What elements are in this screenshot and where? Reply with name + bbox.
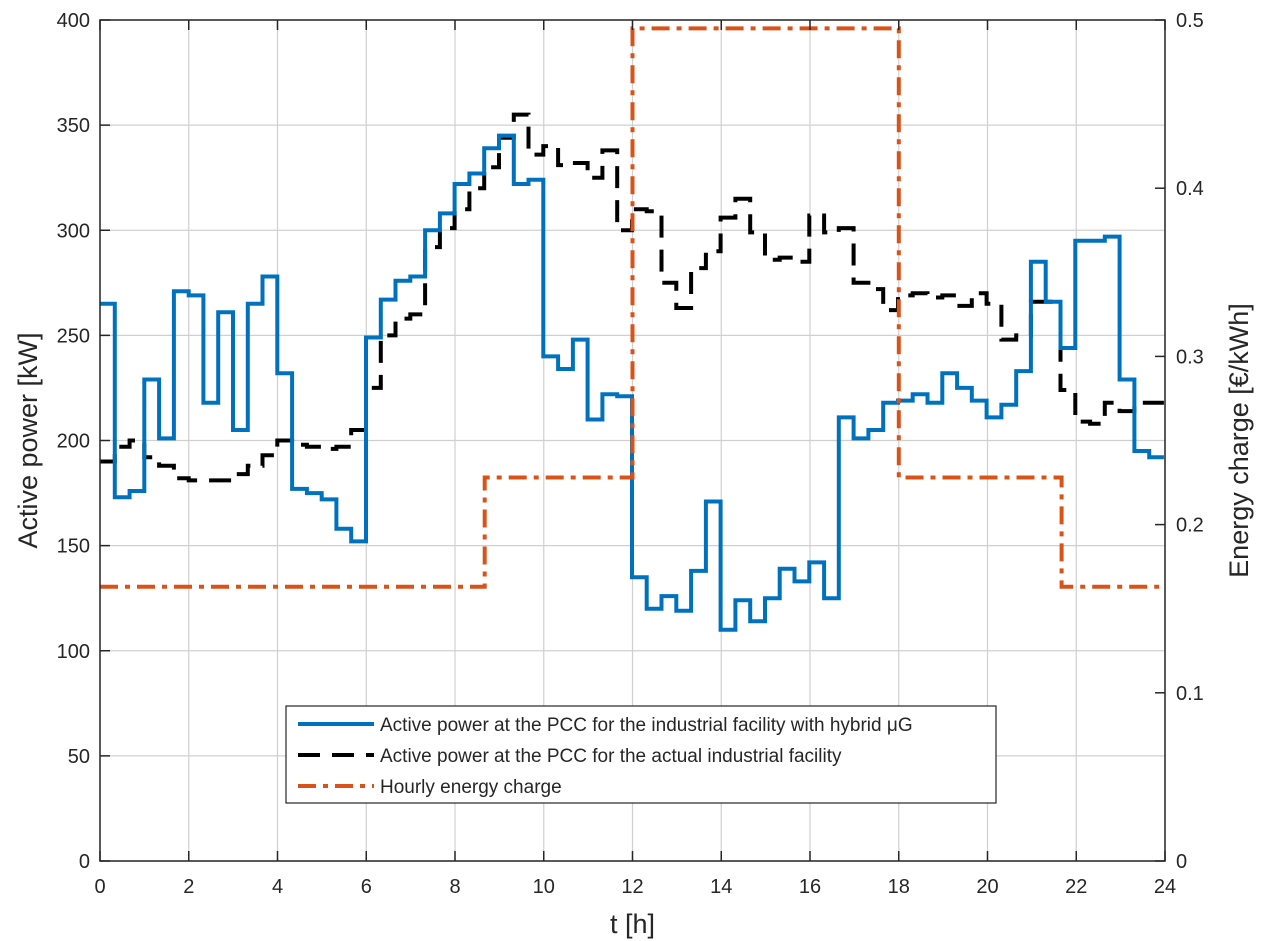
legend: Active power at the PCC for the industri… — [285, 705, 997, 804]
y-right-tick-label: 0.1 — [1176, 683, 1204, 705]
x-tick-label: 2 — [183, 876, 194, 898]
x-tick-label: 4 — [272, 876, 283, 898]
legend-entry-energy-charge: Hourly energy charge — [380, 777, 562, 798]
y-left-tick-label: 0 — [79, 851, 90, 873]
x-tick-label: 22 — [1065, 876, 1087, 898]
x-axis-label: t [h] — [610, 909, 655, 939]
x-tick-label: 24 — [1154, 876, 1176, 898]
x-tick-label: 6 — [361, 876, 372, 898]
y-left-tick-label: 150 — [57, 536, 90, 558]
x-tick-label: 16 — [799, 876, 821, 898]
y-right-tick-label: 0.2 — [1176, 515, 1204, 537]
legend-box — [285, 705, 997, 804]
y-right-tick-label: 0.5 — [1176, 10, 1204, 32]
x-tick-label: 12 — [621, 876, 643, 898]
y-axis-left-label: Active power [kW] — [13, 332, 43, 548]
series-hybrid-power-line — [100, 133, 1164, 632]
y-right-tick-label: 0.3 — [1176, 346, 1204, 368]
y-left-tick-label: 250 — [57, 325, 90, 347]
series-group — [100, 26, 1165, 632]
axis-ticks: 0 2 4 6 8 10 12 14 16 18 20 22 240501001502002503003… — [57, 10, 1204, 898]
y-left-tick-label: 50 — [68, 746, 90, 768]
legend-entry-hybrid: Active power at the PCC for the industri… — [380, 715, 913, 736]
x-tick-label: 20 — [976, 876, 998, 898]
series-energy-charge-line — [100, 26, 1165, 589]
y-left-tick-label: 200 — [57, 431, 90, 453]
x-tick-label: 0 — [94, 876, 105, 898]
legend-entry-actual: Active power at the PCC for the actual i… — [380, 746, 842, 767]
x-tick-label: 14 — [710, 876, 732, 898]
y-right-tick-label: 0 — [1176, 851, 1187, 873]
y-right-tick-label: 0.4 — [1176, 178, 1204, 200]
y-left-tick-label: 400 — [57, 10, 90, 32]
y-left-tick-label: 350 — [57, 115, 90, 137]
y-left-tick-label: 300 — [57, 220, 90, 242]
x-tick-label: 8 — [449, 876, 460, 898]
y-axis-right-label: Energy charge [€/kWh] — [1224, 303, 1254, 578]
x-tick-label: 18 — [888, 876, 910, 898]
x-tick-label: 10 — [533, 876, 555, 898]
y-left-tick-label: 100 — [57, 641, 90, 663]
